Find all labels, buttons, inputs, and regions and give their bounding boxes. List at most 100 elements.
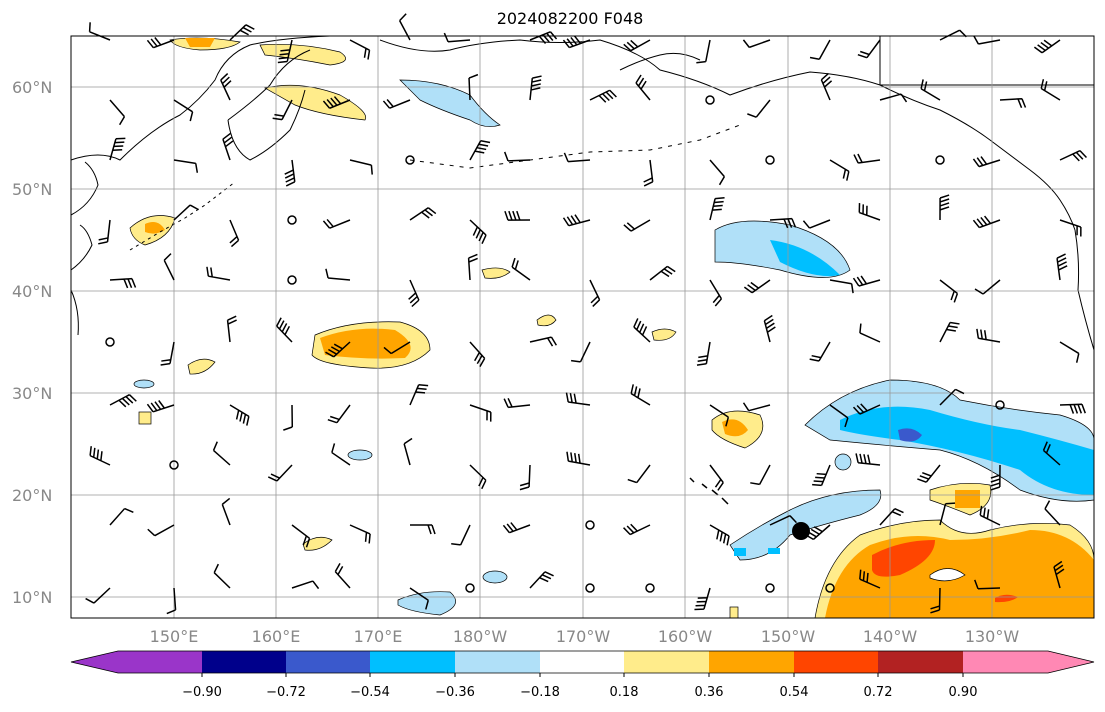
wind-barb	[562, 35, 591, 49]
wind-barb	[939, 194, 950, 221]
wind-barb	[221, 497, 231, 526]
wind-barbs	[85, 13, 1088, 615]
wind-barb	[276, 317, 293, 343]
wind-barb	[917, 464, 941, 483]
colorbar-extend-low	[71, 651, 118, 673]
wind-barb	[109, 394, 137, 408]
colorbar-tick-label: 0.72	[864, 685, 893, 700]
colorbar-segment	[709, 651, 794, 673]
storm-center-marker	[792, 522, 810, 540]
colorbar-tick-label: 0.36	[695, 685, 724, 700]
wind-barb	[409, 384, 429, 406]
wind-barb	[566, 451, 591, 466]
lat-label: 20°N	[12, 486, 52, 505]
lat-label: 10°N	[12, 588, 52, 607]
wind-barb	[349, 39, 371, 60]
wind-barb	[920, 79, 941, 101]
wind-barb	[973, 35, 1001, 45]
colorbar-segment	[286, 651, 370, 673]
wind-barb	[990, 464, 1001, 491]
wind-barb	[1042, 441, 1061, 466]
calm-wind-circle	[645, 583, 655, 593]
wind-barb	[563, 152, 591, 163]
wind-barb	[879, 93, 908, 103]
wind-barb	[852, 275, 881, 287]
wind-barb	[503, 151, 531, 162]
wind-barb	[820, 72, 833, 101]
wind-barb	[829, 404, 849, 428]
blue-shade-core	[770, 240, 840, 277]
wind-barb	[571, 341, 591, 363]
wind-barb	[468, 73, 479, 101]
wind-barb	[451, 524, 471, 546]
wind-barb	[829, 159, 850, 181]
calm-wind-circle	[585, 520, 595, 530]
calm-wind-circle	[935, 155, 945, 165]
wind-barb	[160, 341, 175, 366]
wind-barb	[272, 99, 293, 121]
wind-barb	[284, 159, 296, 187]
wind-barb	[212, 441, 231, 466]
wind-barb	[349, 159, 373, 175]
calm-wind-circle	[825, 583, 835, 593]
wind-barb	[852, 403, 881, 415]
wind-barb	[974, 579, 1001, 590]
wind-barb	[649, 265, 676, 281]
wind-barb	[750, 464, 771, 486]
wind-barb	[809, 39, 831, 60]
wind-barb	[696, 341, 711, 366]
wind-barb	[1059, 219, 1082, 237]
colorbar-extend-high	[1048, 651, 1094, 673]
wind-barb	[409, 207, 437, 221]
colorbar-tick-label: −0.90	[182, 685, 222, 700]
colorbar-tick-label: −0.72	[266, 685, 306, 700]
wind-barb	[742, 39, 771, 49]
wind-barb	[469, 404, 492, 422]
wind-barb	[939, 388, 965, 406]
wind-barb	[98, 219, 111, 245]
wind-barb	[327, 404, 351, 424]
colorbar	[70, 650, 1095, 677]
wind-barb	[562, 214, 591, 227]
wind-barb	[173, 99, 194, 122]
wind-barb	[769, 217, 797, 229]
wind-barb	[267, 464, 293, 482]
wind-barb	[633, 318, 651, 343]
wind-barb	[322, 96, 351, 109]
wind-barb	[529, 571, 554, 589]
wind-barb	[763, 314, 776, 343]
colorbar-tick-label: 0.18	[610, 685, 639, 700]
colorbar-segment	[370, 651, 455, 673]
lon-label: 160°E	[252, 627, 301, 646]
wind-barb	[409, 587, 429, 610]
wind-barb	[163, 253, 175, 281]
wind-barb	[1059, 149, 1088, 162]
colorbar-tick-label: 0.54	[780, 685, 809, 700]
wind-barb	[331, 443, 351, 466]
wind-barb	[972, 215, 1001, 229]
calm-wind-circle	[105, 337, 115, 347]
wind-barb	[109, 99, 126, 126]
colorbar-ticks: −0.90 −0.72 −0.54 −0.36 −0.18 0.18 0.36 …	[182, 685, 977, 700]
colorbar-segment	[624, 651, 709, 673]
lon-label: 150°W	[761, 627, 816, 646]
red-shade-core	[872, 540, 935, 577]
wind-barb	[1044, 500, 1061, 526]
wind-barb	[853, 153, 881, 164]
lon-labels: 150°E 160°E 170°E 180°W 170°W 160°W 150°…	[150, 627, 1020, 646]
wind-barb	[709, 524, 730, 546]
wind-barb	[696, 39, 711, 64]
wind-barb	[939, 321, 960, 343]
colorbar-segment	[963, 651, 1048, 673]
wind-barb	[213, 563, 231, 589]
colorbar-tick-label: 0.90	[949, 685, 978, 700]
wind-barb	[709, 159, 726, 186]
wind-barb	[469, 341, 486, 368]
wind-barb	[277, 39, 293, 64]
calm-wind-circle	[287, 215, 297, 225]
wind-barb	[146, 400, 175, 413]
wind-barb	[220, 72, 232, 101]
wind-barb	[859, 569, 881, 589]
wind-barb	[467, 253, 478, 281]
wind-barb	[804, 524, 831, 541]
